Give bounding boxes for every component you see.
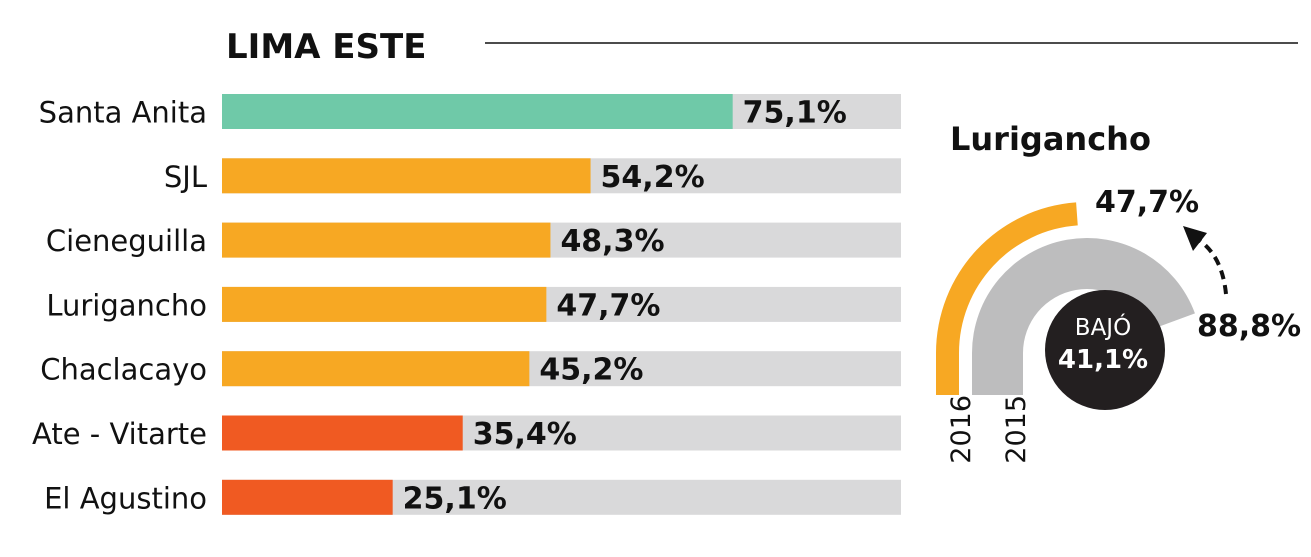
gauge-value-label: 88,8% xyxy=(1197,309,1301,344)
category-label: SJL xyxy=(164,160,207,194)
bar xyxy=(222,158,591,194)
badge-value: 41,1% xyxy=(1058,345,1148,375)
bar xyxy=(222,286,547,322)
value-label: 48,3% xyxy=(560,224,664,259)
bar xyxy=(222,94,733,129)
value-label: 54,2% xyxy=(601,160,705,195)
gauge-base-2016 xyxy=(936,353,959,395)
category-label: Santa Anita xyxy=(39,96,207,130)
gauge-year-label: 2016 xyxy=(946,395,977,464)
value-label: 35,4% xyxy=(473,417,577,452)
chart-title: LIMA ESTE xyxy=(226,27,426,67)
category-label: Cieneguilla xyxy=(46,224,207,258)
gauge-value-label: 47,7% xyxy=(1095,185,1199,220)
gauge-arc-2015 xyxy=(972,237,1195,353)
category-label: Ate - Vitarte xyxy=(32,417,207,451)
bar-chart: Santa Anita 75,1% SJL 54,2% Cieneguilla 48,3%… xyxy=(32,94,901,516)
category-label: Lurigancho xyxy=(46,288,207,322)
arrow-head-icon xyxy=(1183,226,1207,251)
gauge-base-2015 xyxy=(972,353,1023,395)
value-label: 75,1% xyxy=(743,96,847,131)
bar xyxy=(222,415,463,451)
bar xyxy=(222,351,530,387)
badge-circle xyxy=(1045,290,1165,410)
value-label: 25,1% xyxy=(403,481,507,516)
bar xyxy=(222,222,551,258)
value-label: 45,2% xyxy=(539,353,643,388)
value-label: 47,7% xyxy=(556,288,660,323)
gauge-title: Lurigancho xyxy=(950,120,1151,158)
bar xyxy=(222,479,393,515)
category-label: Chaclacayo xyxy=(40,353,207,387)
change-arrow xyxy=(1194,236,1228,295)
gauge-arc-2016 xyxy=(936,202,1078,353)
gauge-year-label: 2015 xyxy=(1001,395,1032,464)
gauge-chart: Lurigancho 47,7% 2016 88,8% 2015 BAJÓ 41,1% xyxy=(936,120,1301,464)
badge-label: BAJÓ xyxy=(1075,313,1131,341)
category-label: El Agustino xyxy=(44,481,207,515)
